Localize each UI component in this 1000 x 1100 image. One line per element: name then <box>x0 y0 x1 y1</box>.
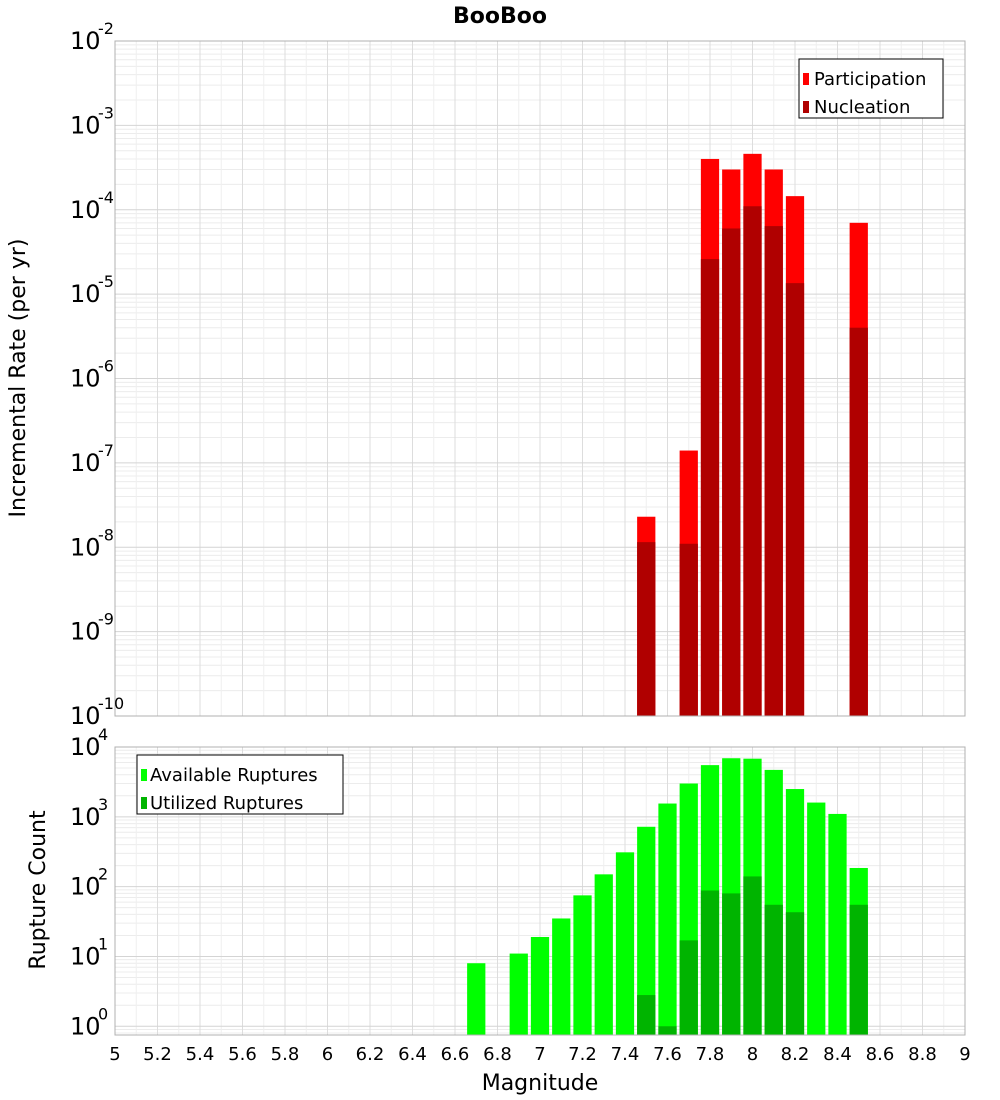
y-tick-label: 10 <box>70 449 101 477</box>
bar-available-ruptures <box>807 802 826 1035</box>
legend-label: Participation <box>814 69 926 90</box>
y-tick-label: 10 <box>70 702 101 730</box>
bar-nucleation <box>785 283 805 716</box>
y-tick-label: 10 <box>70 533 101 561</box>
bar-utilized-ruptures <box>722 893 741 1035</box>
y-tick-label: 10 <box>70 111 101 139</box>
x-tick-label: 5 <box>109 1044 120 1065</box>
top-y-axis-title: Incremental Rate (per yr) <box>6 239 31 518</box>
bar-available-ruptures <box>615 852 635 1035</box>
bar-available-ruptures <box>509 953 528 1035</box>
y-tick-exponent: 1 <box>98 934 108 953</box>
plot-frame <box>114 40 966 717</box>
bar-nucleation <box>700 259 720 716</box>
y-tick-exponent: -3 <box>98 103 114 122</box>
x-tick-label: 8.2 <box>781 1044 810 1065</box>
bar-utilized-ruptures <box>679 940 698 1035</box>
legend-swatch <box>803 73 809 85</box>
y-tick-label: 10 <box>70 873 101 901</box>
y-tick-exponent: -4 <box>98 188 114 207</box>
bar-available-ruptures <box>530 936 550 1035</box>
x-tick-label: 7.2 <box>568 1044 597 1065</box>
x-tick-label: 8 <box>747 1044 758 1065</box>
legend-swatch <box>141 769 147 781</box>
bar-utilized-ruptures <box>700 890 720 1035</box>
y-tick-exponent: 2 <box>98 865 108 884</box>
y-tick-label: 10 <box>70 942 101 970</box>
bar-available-ruptures <box>467 963 486 1035</box>
x-tick-label: 7.4 <box>611 1044 640 1065</box>
x-tick-label: 5.2 <box>143 1044 172 1065</box>
bar-available-ruptures <box>828 813 847 1035</box>
x-tick-label: 6.8 <box>483 1044 512 1065</box>
x-tick-label: 5.4 <box>186 1044 215 1065</box>
y-tick-exponent: -5 <box>98 272 114 291</box>
x-axis-title: Magnitude <box>482 1071 599 1096</box>
x-tick-label: 9 <box>959 1044 970 1065</box>
bar-nucleation <box>637 542 656 716</box>
bar-nucleation <box>722 228 741 716</box>
chart-title: BooBoo <box>453 4 547 29</box>
y-tick-exponent: 0 <box>98 1004 108 1023</box>
y-tick-exponent: 3 <box>98 795 108 814</box>
x-tick-label: 8.8 <box>908 1044 937 1065</box>
x-tick-label: 6.6 <box>441 1044 470 1065</box>
y-tick-label: 10 <box>70 280 101 308</box>
bar-available-ruptures <box>552 918 571 1035</box>
y-tick-label: 10 <box>70 196 101 224</box>
y-tick-label: 10 <box>70 618 101 646</box>
legend-label: Nucleation <box>814 97 910 118</box>
x-tick-label: 5.6 <box>228 1044 257 1065</box>
y-tick-label: 10 <box>70 1012 101 1040</box>
y-tick-exponent: -9 <box>98 610 114 629</box>
bar-nucleation <box>679 543 698 716</box>
bottom-y-axis-title: Rupture Count <box>26 810 51 970</box>
x-tick-label: 8.6 <box>866 1044 895 1065</box>
y-tick-exponent: -8 <box>98 525 114 544</box>
y-tick-exponent: -10 <box>98 694 124 713</box>
y-tick-label: 10 <box>70 803 101 831</box>
x-tick-label: 6 <box>322 1044 333 1065</box>
x-tick-label: 5.8 <box>271 1044 300 1065</box>
y-tick-exponent: 4 <box>98 725 108 744</box>
y-tick-exponent: -6 <box>98 357 114 376</box>
bar-available-ruptures <box>594 874 613 1035</box>
plot-frame <box>114 746 966 1036</box>
x-tick-label: 7.8 <box>696 1044 725 1065</box>
bar-available-ruptures <box>637 826 656 1035</box>
x-tick-label: 8.4 <box>823 1044 852 1065</box>
bar-utilized-ruptures <box>849 904 868 1035</box>
bar-nucleation <box>849 327 868 716</box>
bar-utilized-ruptures <box>743 876 762 1035</box>
y-tick-label: 10 <box>70 27 101 55</box>
legend-box <box>136 754 344 815</box>
bar-utilized-ruptures <box>637 995 656 1035</box>
bar-utilized-ruptures <box>785 912 805 1035</box>
y-tick-exponent: -7 <box>98 441 114 460</box>
bar-nucleation <box>764 226 783 716</box>
x-tick-label: 7 <box>534 1044 545 1065</box>
bar-utilized-ruptures <box>764 904 783 1035</box>
x-tick-label: 7.6 <box>653 1044 682 1065</box>
y-tick-label: 10 <box>70 365 101 393</box>
x-tick-label: 6.4 <box>398 1044 427 1065</box>
bar-available-ruptures <box>658 803 677 1035</box>
x-tick-label: 6.2 <box>356 1044 385 1065</box>
rate-panel: 10-210-310-410-510-610-710-810-910-10Par… <box>70 19 966 730</box>
legend-swatch <box>803 101 809 113</box>
bar-nucleation <box>743 206 762 716</box>
legend-label: Utilized Ruptures <box>150 793 303 814</box>
legend-box <box>798 58 944 119</box>
bar-available-ruptures <box>573 895 592 1035</box>
y-tick-exponent: -2 <box>98 19 114 38</box>
legend-swatch <box>141 797 147 809</box>
legend-label: Available Ruptures <box>150 765 318 786</box>
y-tick-label: 10 <box>70 733 101 761</box>
bar-utilized-ruptures <box>658 1026 677 1035</box>
